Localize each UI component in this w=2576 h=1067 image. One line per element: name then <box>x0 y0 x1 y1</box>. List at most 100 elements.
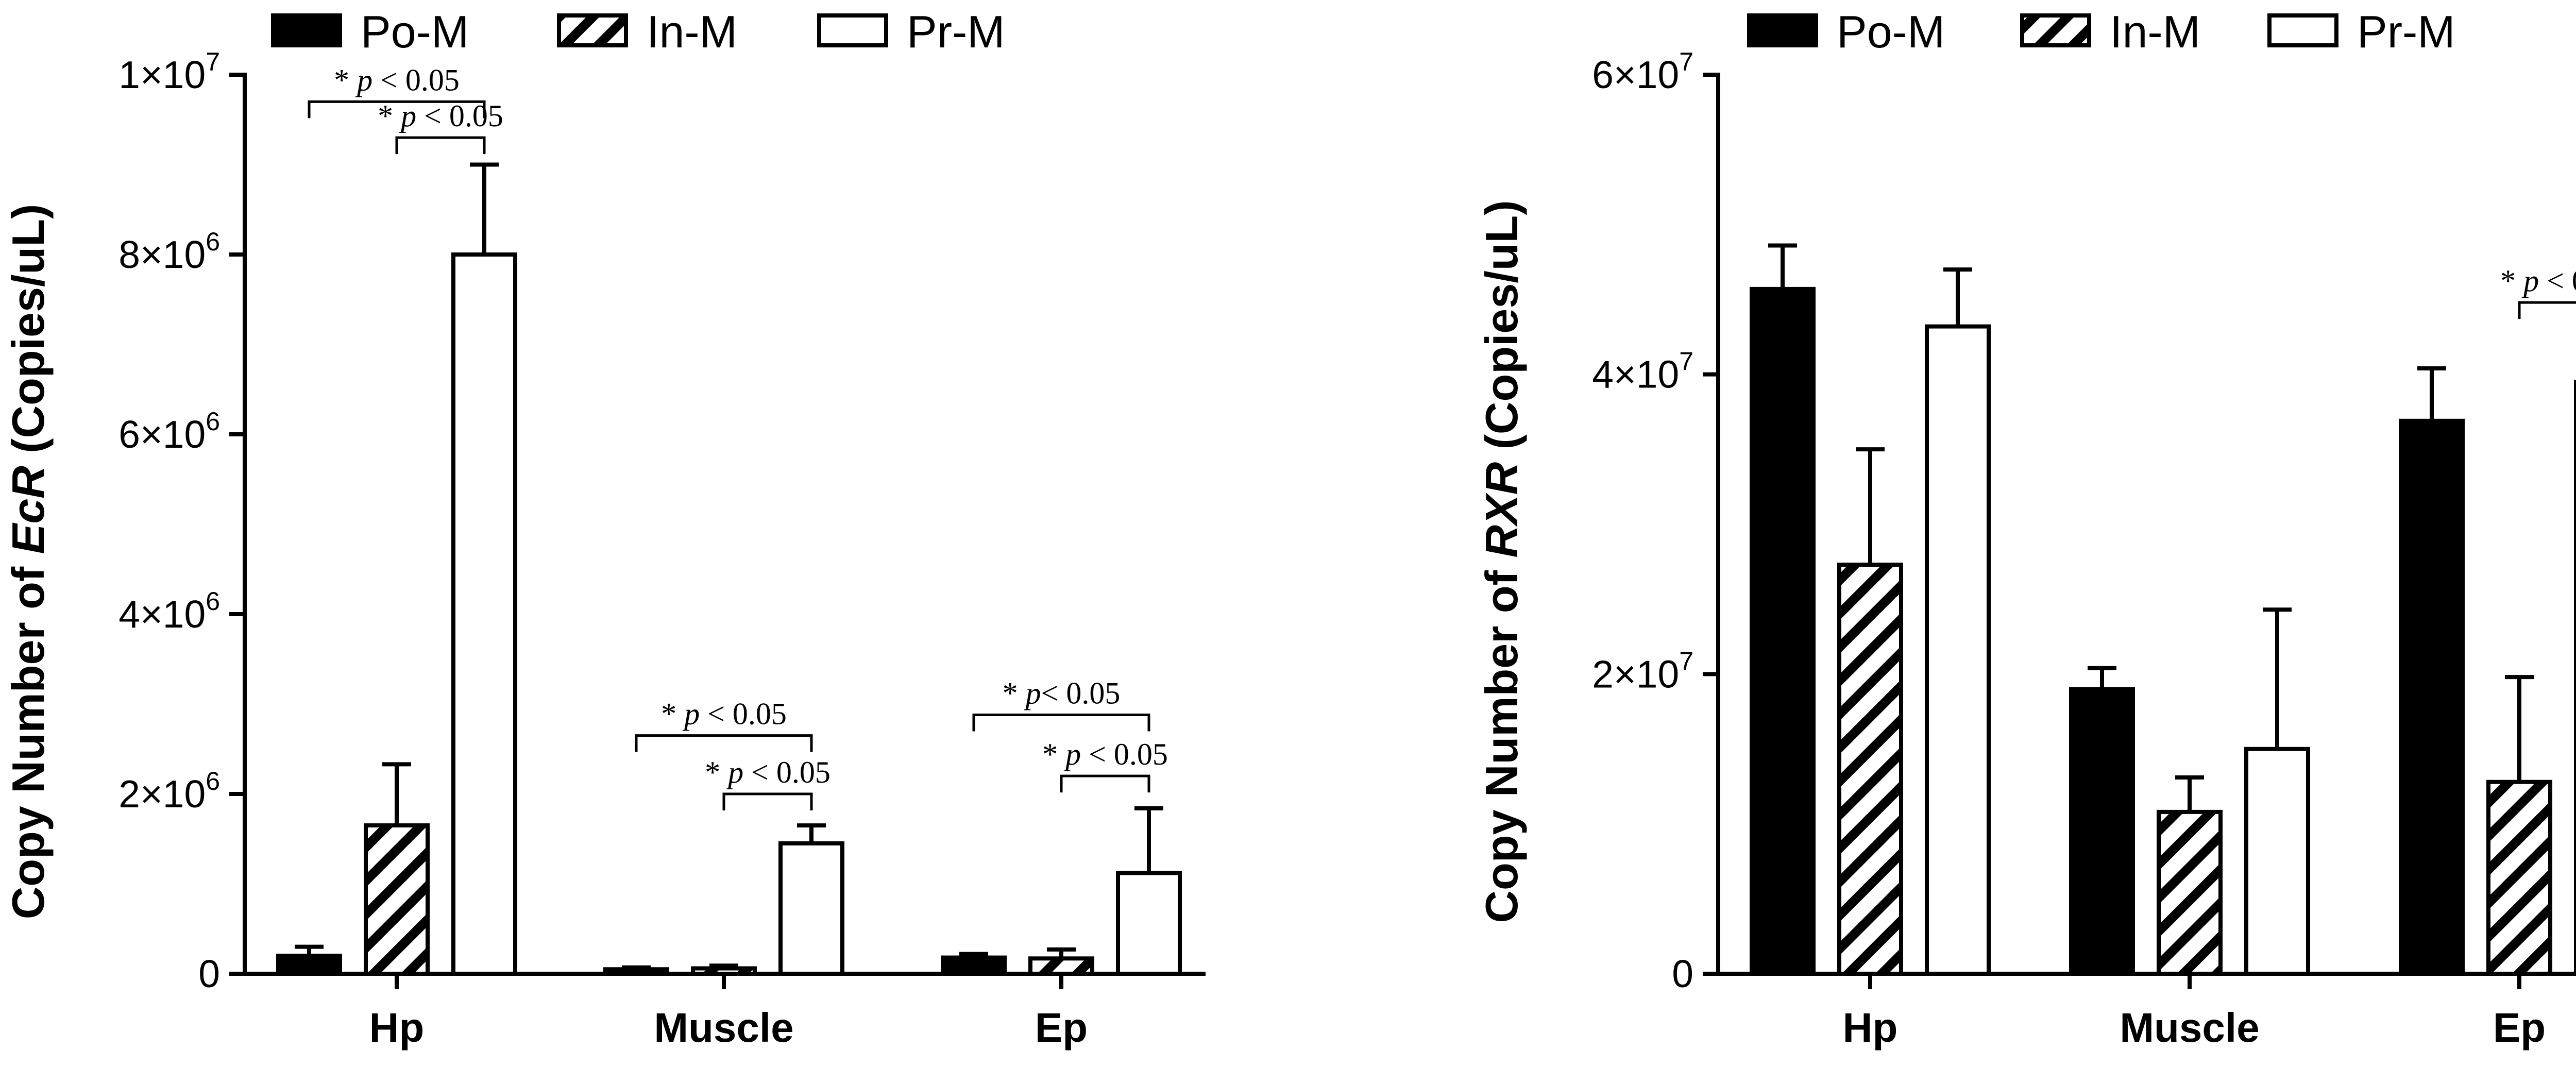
legend-swatch-pr-m <box>817 13 888 47</box>
legend-label-pr-m: Pr-M <box>2357 6 2455 57</box>
y-tick-label: 0 <box>198 952 220 995</box>
significance-p: p <box>2521 264 2539 298</box>
significance-label: * p< 0.05 <box>1003 676 1121 710</box>
legend-right: Po-M In-M Pr-M <box>1747 6 2455 57</box>
significance-bracket <box>635 734 813 752</box>
y-tick-label: 8×106 <box>118 227 220 276</box>
y-tick-mantissa: 6×10 <box>118 413 206 456</box>
significance-threshold: < 0.05 <box>743 755 831 789</box>
bar-pr-m-hp <box>1925 324 1991 976</box>
y-tick-exponent: 6 <box>206 767 220 795</box>
significance-star: * <box>334 63 357 97</box>
significance-threshold: < 0.05 <box>416 99 503 133</box>
bar-in-m-hp <box>1837 563 1903 976</box>
significance-bracket <box>722 792 813 810</box>
y-tick-label: 4×106 <box>118 587 220 636</box>
significance-star: * <box>705 755 728 789</box>
legend-left: Po-M In-M Pr-M <box>271 6 1005 57</box>
y-tick-label: 6×106 <box>118 407 220 456</box>
chart-ecr: Copy Number of EcR (Copies/uL) 02×1064×1… <box>3 47 1206 1051</box>
significance-threshold: < 0.05 <box>1081 737 1168 771</box>
x-tick-label-hp: Hp <box>369 1005 425 1051</box>
significance-bracket <box>972 713 1150 732</box>
y-tick-exponent: 6 <box>206 587 220 616</box>
y-tick-exponent: 7 <box>1679 47 1693 76</box>
significance-p: p <box>726 755 743 789</box>
y-tick-exponent: 7 <box>206 47 220 76</box>
significance-star: * <box>661 697 684 731</box>
significance-star: * <box>2500 264 2523 298</box>
significance-p: p <box>1024 676 1041 710</box>
legend-swatch-po-m <box>1747 13 1818 47</box>
legend-item-po-m: Po-M <box>271 6 469 57</box>
y-tick-label: 1×107 <box>118 47 220 96</box>
bar-po-m-ep <box>2399 418 2465 976</box>
y-tick-mantissa: 0 <box>198 952 220 995</box>
y-tick-mantissa: 1×10 <box>118 53 206 96</box>
bar-in-m-ep <box>2486 780 2552 976</box>
legend-item-pr-m: Pr-M <box>817 6 1005 57</box>
x-tick-label-hp: Hp <box>1843 1005 1898 1051</box>
y-tick-exponent: 6 <box>206 407 220 436</box>
y-tick-mantissa: 6×10 <box>1592 53 1679 96</box>
bar-po-m-hp <box>1750 286 1816 976</box>
legend-swatch-in-m <box>2020 13 2091 47</box>
significance-label: * p < 0.05 <box>661 697 787 731</box>
y-tick-mantissa: 4×10 <box>118 592 206 636</box>
significance-bracket <box>308 100 486 118</box>
x-tick-label-muscle: Muscle <box>654 1005 793 1051</box>
y-tick-mantissa: 2×10 <box>1592 652 1679 696</box>
bar-pr-m-muscle <box>2244 747 2310 976</box>
bar-in-m-muscle <box>691 966 757 976</box>
y-axis-label-rxr: Copy Number of RXR (Copies/uL) <box>1476 200 1527 923</box>
y-tick-exponent: 6 <box>206 227 220 256</box>
significance-p: p <box>355 63 372 97</box>
significance-star: * <box>1003 676 1026 710</box>
legend-label-in-m: In-M <box>2110 6 2200 57</box>
x-tick-label-muscle: Muscle <box>2120 1005 2259 1051</box>
significance-bracket <box>2518 301 2576 319</box>
bar-po-m-muscle <box>603 967 669 976</box>
bar-pr-m-ep <box>1116 871 1182 976</box>
y-axis-label-gene: RXR <box>1476 462 1527 558</box>
significance-threshold: < 0.05 <box>372 63 460 97</box>
significance-star: * <box>1042 737 1065 771</box>
significance-p: p <box>1063 737 1081 771</box>
bar-po-m-ep <box>941 955 1007 976</box>
y-tick-label: 0 <box>1672 952 1693 995</box>
significance-label: * p < 0.05 <box>705 755 831 789</box>
y-axis-label-gene: EcR <box>3 466 54 554</box>
legend-swatch-in-m <box>557 13 628 47</box>
legend-swatch-pr-m <box>2267 13 2338 47</box>
bar-in-m-hp <box>364 823 430 976</box>
bar-in-m-ep <box>1028 956 1094 976</box>
significance-p: p <box>682 697 700 731</box>
significance-threshold: < 0.05 <box>2539 264 2576 298</box>
chart-rxr: Copy Number of RXR (Copies/uL) 02×1074×1… <box>1476 47 2576 1051</box>
legend-item-in-m: In-M <box>557 6 737 57</box>
legend-label-po-m: Po-M <box>361 6 469 57</box>
legend-label-po-m: Po-M <box>1837 6 1945 57</box>
significance-threshold: < 0.05 <box>700 697 787 731</box>
y-tick-mantissa: 0 <box>1672 952 1693 995</box>
y-tick-exponent: 7 <box>1679 647 1693 675</box>
bar-in-m-muscle <box>2157 809 2223 976</box>
bar-pr-m-muscle <box>778 841 844 976</box>
y-tick-label: 2×107 <box>1592 647 1693 696</box>
significance-p: p <box>399 99 416 133</box>
bar-po-m-hp <box>276 954 342 976</box>
y-tick-exponent: 7 <box>1679 347 1693 376</box>
y-axis-label-suffix: (Copies/uL) <box>3 204 54 466</box>
y-tick-label: 2×106 <box>118 767 220 816</box>
y-axis-label-prefix: Copy Number of <box>3 554 54 919</box>
legend-label-in-m: In-M <box>647 6 737 57</box>
significance-threshold: < 0.05 <box>1041 676 1121 710</box>
y-tick-mantissa: 2×10 <box>118 772 206 816</box>
y-axis-label-ecr: Copy Number of EcR (Copies/uL) <box>3 204 54 920</box>
significance-star: * <box>378 99 401 133</box>
legend-swatch-po-m <box>271 13 342 47</box>
significance-label: * p < 0.05 <box>2500 264 2576 298</box>
y-axis-label-prefix: Copy Number of <box>1476 558 1527 923</box>
significance-label: * p < 0.05 <box>334 63 460 97</box>
